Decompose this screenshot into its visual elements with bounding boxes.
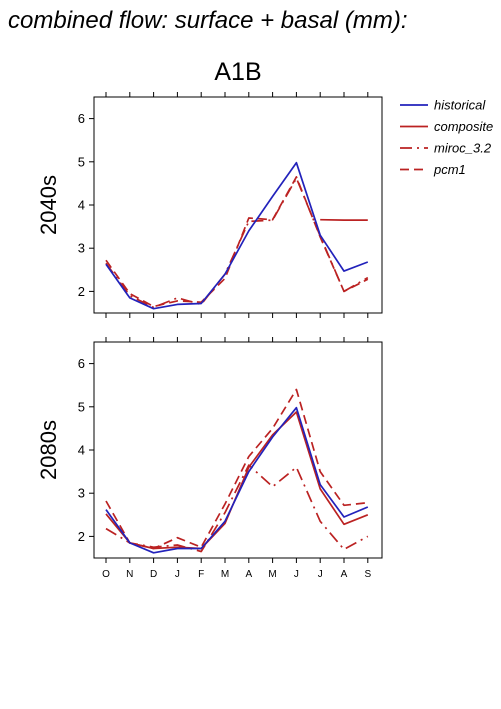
- x-tick-label: J: [294, 569, 299, 580]
- x-tick-label: M: [221, 569, 229, 580]
- legend: historical composite miroc_3.2 pcm1: [400, 98, 493, 177]
- x-tick-label: A: [341, 569, 348, 580]
- panel-2040s: 2 3 4 5 6 2040s: [36, 92, 383, 318]
- y-tick-label: 3: [78, 241, 85, 256]
- y-tick-label: 5: [78, 399, 85, 414]
- plot-frame: [93, 341, 383, 559]
- legend-label-historical: historical: [434, 98, 486, 113]
- series-line-historical: [105, 161, 369, 310]
- x-tick-label: S: [364, 569, 371, 580]
- legend-label-pcm1: pcm1: [433, 162, 466, 177]
- x-tick-label: M: [268, 569, 276, 580]
- x-tick-label: J: [175, 569, 180, 580]
- series-line-miroc-3-2: [105, 177, 369, 309]
- page-title: combined flow: surface + basal (mm):: [8, 7, 407, 34]
- chart-panels: 2 3 4 5 6 2040s 2 3 4 5 6 O N D J F M A M J J A S 2080s: [36, 92, 383, 580]
- series-line-miroc-3-2: [105, 464, 369, 553]
- panel-label: 2040s: [36, 175, 61, 235]
- x-tick-label: O: [102, 569, 110, 580]
- series-line-pcm1: [105, 176, 369, 308]
- panel-label: 2080s: [36, 420, 61, 480]
- x-tick-label: A: [245, 569, 252, 580]
- x-tick-label: F: [198, 569, 204, 580]
- x-tick-label: J: [318, 569, 323, 580]
- legend-label-miroc-3-2: miroc_3.2: [434, 141, 492, 156]
- series-line-historical: [105, 406, 369, 554]
- y-tick-label: 3: [78, 486, 85, 501]
- x-tick-label: N: [126, 569, 133, 580]
- y-tick-label: 6: [78, 111, 85, 126]
- y-tick-label: 2: [78, 284, 85, 299]
- panel-2080s: 2 3 4 5 6 O N D J F M A M J J A S 2080s: [36, 337, 383, 580]
- series-line-pcm1: [105, 388, 368, 550]
- y-tick-label: 4: [78, 443, 85, 458]
- y-tick-label: 6: [78, 356, 85, 371]
- y-tick-label: 5: [78, 154, 85, 169]
- x-tick-label: D: [150, 569, 157, 580]
- y-tick-label: 2: [78, 529, 85, 544]
- y-tick-label: 4: [78, 198, 85, 213]
- legend-label-composite: composite: [434, 119, 493, 134]
- scenario-title: A1B: [214, 58, 261, 86]
